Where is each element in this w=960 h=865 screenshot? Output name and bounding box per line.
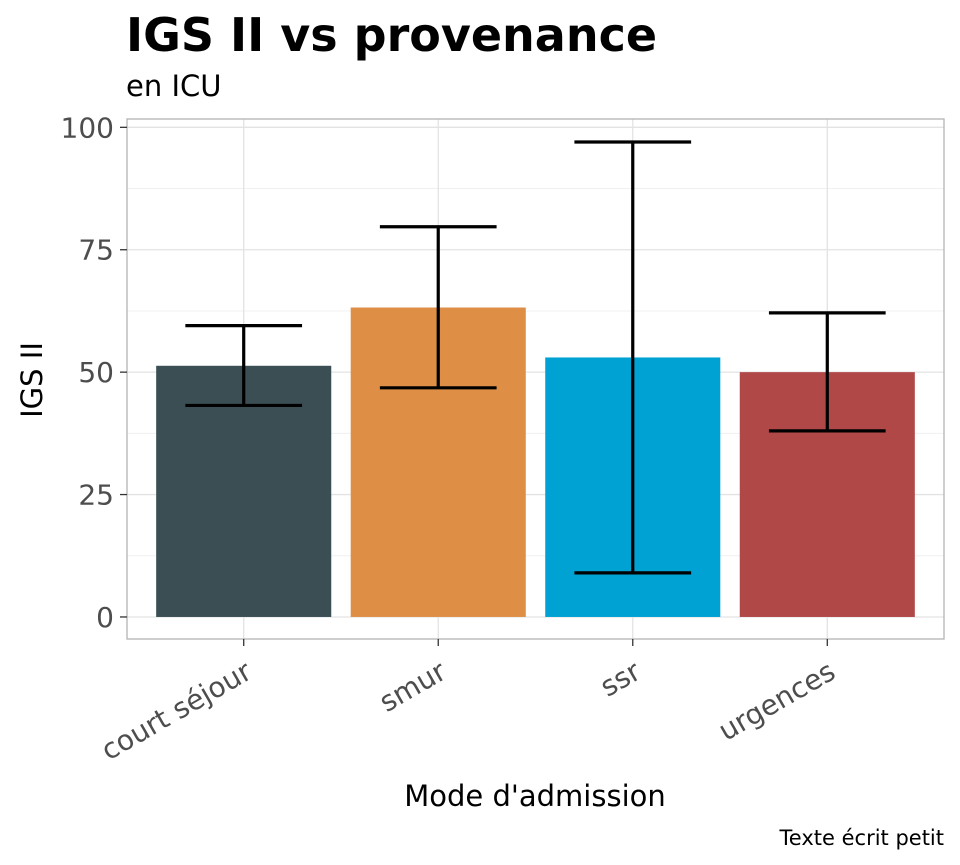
y-tick-label: 0: [96, 601, 114, 634]
x-tick-label: urgences: [713, 654, 841, 747]
chart-subtitle: en ICU: [126, 69, 221, 103]
bars: [156, 307, 915, 617]
x-axis-title: Mode d'admission: [404, 779, 666, 813]
caption: Texte écrit petit: [779, 826, 944, 850]
panel-border: [126, 118, 945, 640]
chart-title: IGS II vs provenance: [126, 8, 657, 62]
x-tick-label: court séjour: [96, 654, 258, 767]
y-tick-label: 50: [78, 356, 114, 389]
x-tick-label: ssr: [595, 654, 647, 703]
y-tick-label: 25: [78, 479, 114, 512]
bar: [156, 365, 332, 617]
x-tick-label: smur: [374, 654, 453, 718]
y-tick-label: 100: [61, 111, 114, 144]
y-axis-title: IGS II: [15, 342, 49, 418]
y-tick-label: 75: [78, 234, 114, 267]
error-bars: [185, 140, 886, 575]
